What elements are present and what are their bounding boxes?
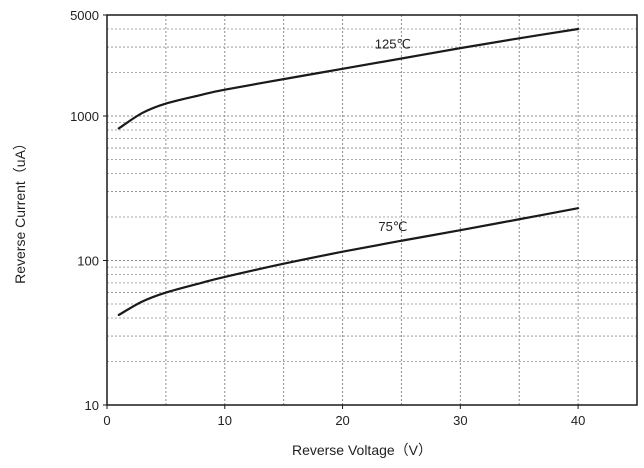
x-tick-label: 30	[453, 413, 467, 428]
plot-frame	[106, 14, 638, 406]
series-label-0: 125℃	[375, 37, 411, 52]
series-label-1: 75℃	[378, 219, 407, 234]
axis-labels: Reverse Voltage（V） Reverse Current（uA）	[12, 136, 432, 458]
x-tick-label: 0	[103, 413, 110, 428]
series-line-1	[117, 207, 580, 317]
series-line-0	[117, 27, 580, 130]
tick-labels: 0 10 20 30 40 10 100 1000 5000	[70, 8, 585, 428]
series-lines: 125℃ 75℃	[117, 27, 580, 317]
x-tick-label: 10	[218, 413, 232, 428]
y-tick-label: 10	[85, 398, 99, 413]
plot-border	[106, 14, 638, 406]
y-tick-label: 5000	[70, 8, 99, 23]
x-tick-label: 20	[335, 413, 349, 428]
x-tick-label: 40	[571, 413, 585, 428]
grid-lines	[107, 15, 637, 405]
y-tick-label: 100	[77, 254, 99, 269]
y-axis-title: Reverse Current（uA）	[12, 136, 28, 284]
x-axis-title: Reverse Voltage（V）	[292, 442, 432, 458]
y-tick-label: 1000	[70, 109, 99, 124]
